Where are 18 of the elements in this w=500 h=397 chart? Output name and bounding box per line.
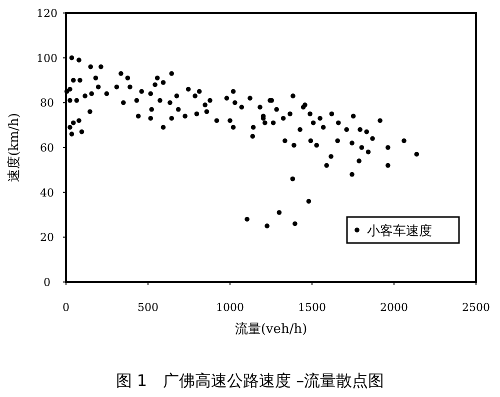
x-tick-label: 2000: [380, 301, 408, 314]
y-tick-label: 40: [40, 186, 54, 200]
x-tick-label: 1000: [216, 301, 244, 314]
y-axis-title: 速度(km/h): [6, 112, 22, 182]
y-tick-label: 100: [36, 52, 58, 65]
text: 图 1 广佛高速公路速度 –流量散点图: [116, 371, 384, 390]
y-tick-label: 0: [44, 276, 50, 289]
x-axis-title: 流量(veh/h): [234, 321, 308, 337]
x-tick-label: 2500: [462, 301, 490, 314]
legend-label: 小客车速度: [367, 223, 432, 239]
x-tick-label: 0: [62, 301, 70, 314]
y-tick-label: 60: [40, 142, 54, 154]
y-tick-label: 120: [36, 7, 58, 20]
y-tick-label: 20: [40, 231, 54, 244]
x-tick-label: 1500: [298, 301, 326, 314]
y-tick-label: 80: [40, 96, 54, 110]
x-tick-label: 500: [138, 301, 158, 314]
legend: 小客车速度: [346, 216, 460, 244]
